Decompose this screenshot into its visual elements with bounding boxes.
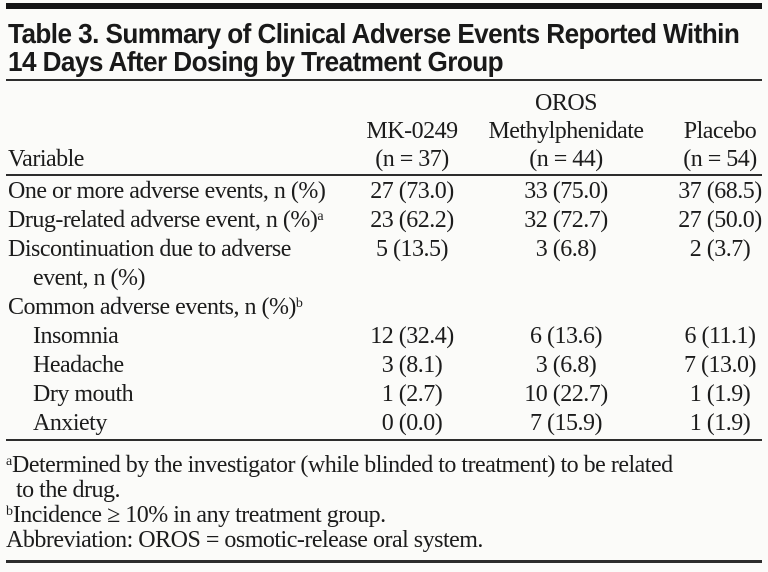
table-header: OROS MK-0249 Methylphenidate Placebo Var… xyxy=(6,89,762,173)
row-label-continuation: event, n (%) xyxy=(33,265,145,291)
header-rule xyxy=(6,174,762,176)
cell-value: 6 (11.1) xyxy=(684,323,756,349)
header-spacer xyxy=(6,89,350,117)
footnote-rule xyxy=(6,439,762,441)
cell-value: 7 (13.0) xyxy=(684,352,756,378)
cell-value: 1 (2.7) xyxy=(381,381,443,407)
row-label-text: One or more adverse events, n (%) xyxy=(8,178,326,204)
column-header-mk0249: MK-0249 xyxy=(366,118,458,144)
table-row: Anxiety 0 (0.0) 7 (15.9) 1 (1.9) xyxy=(6,409,762,438)
table-title-line2: 14 Days After Dosing by Treatment Group xyxy=(8,46,504,77)
table-title-line1: Table 3. Summary of Clinical Adverse Eve… xyxy=(8,18,740,49)
column-n-placebo: (n = 54) xyxy=(683,146,757,172)
row-label: Dry mouth xyxy=(6,380,350,409)
column-group-oros: OROS xyxy=(534,90,598,116)
table-row: Discontinuation due to adverse event, n (… xyxy=(6,235,762,293)
footnote-text: Abbreviation: OROS = osmotic-release ora… xyxy=(6,527,483,553)
table-row: One or more adverse events, n (%) 27 (73… xyxy=(6,177,762,206)
row-label-text: Discontinuation due to adverse xyxy=(8,236,291,262)
footnote-continuation: to the drug. xyxy=(16,477,120,503)
cell-value: 5 (13.5) xyxy=(376,236,448,262)
header-name-row: MK-0249 Methylphenidate Placebo xyxy=(6,117,762,145)
footnote-marker: a xyxy=(6,454,13,469)
header-group-row: OROS xyxy=(6,89,762,117)
row-label-superscript: a xyxy=(317,209,324,224)
row-label-text: Anxiety xyxy=(33,410,107,436)
row-label: Common adverse events, n (%)b xyxy=(6,293,350,322)
cell-value: 2 (3.7) xyxy=(689,236,751,262)
header-spacer xyxy=(6,117,350,145)
cell-value: 3 (6.8) xyxy=(535,236,597,262)
title-rule xyxy=(6,79,762,81)
column-n-mk0249: (n = 37) xyxy=(375,146,449,172)
footnote-a: aDetermined by the investigator (while b… xyxy=(6,453,758,503)
table-row: Headache 3 (8.1) 3 (6.8) 7 (13.0) xyxy=(6,351,762,380)
footnote-text: Determined by the investigator (while bl… xyxy=(12,452,673,478)
cell-value: 1 (1.9) xyxy=(689,410,751,436)
cell-value xyxy=(350,293,474,322)
cell-value: 33 (75.0) xyxy=(524,178,608,204)
table-body: One or more adverse events, n (%) 27 (73… xyxy=(6,177,762,438)
cell-value: 12 (32.4) xyxy=(370,323,454,349)
cell-value xyxy=(474,293,658,322)
top-rule xyxy=(6,3,762,9)
cell-value: 32 (72.7) xyxy=(524,207,608,233)
cell-value: 10 (22.7) xyxy=(524,381,608,407)
row-label-superscript: b xyxy=(295,296,303,311)
row-label: Drug-related adverse event, n (%)a xyxy=(6,206,350,235)
cell-value: 3 (8.1) xyxy=(381,352,443,378)
column-n-methylphenidate: (n = 44) xyxy=(529,146,603,172)
cell-value xyxy=(658,293,762,322)
row-label-text: Dry mouth xyxy=(33,381,134,407)
column-header-placebo: Placebo xyxy=(683,118,757,144)
cell-value: 27 (50.0) xyxy=(678,207,762,233)
header-spacer xyxy=(350,89,474,117)
row-label-text: Drug-related adverse event, n (%) xyxy=(8,207,318,233)
header-spacer xyxy=(658,89,762,117)
variable-column-header: Variable xyxy=(8,146,84,172)
row-label-text: Headache xyxy=(33,352,124,378)
row-label: Insomnia xyxy=(6,322,350,351)
cell-value: 1 (1.9) xyxy=(689,381,751,407)
cell-value: 23 (62.2) xyxy=(370,207,454,233)
bottom-rule xyxy=(6,560,762,563)
row-label: Discontinuation due to adverse event, n (… xyxy=(6,235,350,293)
table-row: Drug-related adverse event, n (%)a 23 (6… xyxy=(6,206,762,235)
row-label: One or more adverse events, n (%) xyxy=(6,177,350,206)
header-n-row: Variable (n = 37) (n = 44) (n = 54) xyxy=(6,145,762,173)
row-label-text: Common adverse events, n (%) xyxy=(8,294,296,320)
footnote-abbreviation: Abbreviation: OROS = osmotic-release ora… xyxy=(6,528,758,553)
cell-value: 3 (6.8) xyxy=(535,352,597,378)
cell-value: 0 (0.0) xyxy=(381,410,443,436)
row-label: Headache xyxy=(6,351,350,380)
cell-value: 37 (68.5) xyxy=(678,178,762,204)
cell-value: 7 (15.9) xyxy=(530,410,602,436)
row-label-text: Insomnia xyxy=(33,323,119,349)
footnote-b: bIncidence ≥ 10% in any treatment group. xyxy=(6,503,758,528)
column-header-methylphenidate: Methylphenidate xyxy=(488,118,644,144)
table-title: Table 3. Summary of Clinical Adverse Eve… xyxy=(8,18,740,77)
row-label: Anxiety xyxy=(6,409,350,438)
cell-value: 6 (13.6) xyxy=(530,323,602,349)
footnote-marker: b xyxy=(6,504,13,519)
table-row: Common adverse events, n (%)b xyxy=(6,293,762,322)
footnotes: aDetermined by the investigator (while b… xyxy=(6,453,758,553)
table-row: Dry mouth 1 (2.7) 10 (22.7) 1 (1.9) xyxy=(6,380,762,409)
cell-value: 27 (73.0) xyxy=(370,178,454,204)
table-row: Insomnia 12 (32.4) 6 (13.6) 6 (11.1) xyxy=(6,322,762,351)
footnote-text: Incidence ≥ 10% in any treatment group. xyxy=(12,502,386,528)
